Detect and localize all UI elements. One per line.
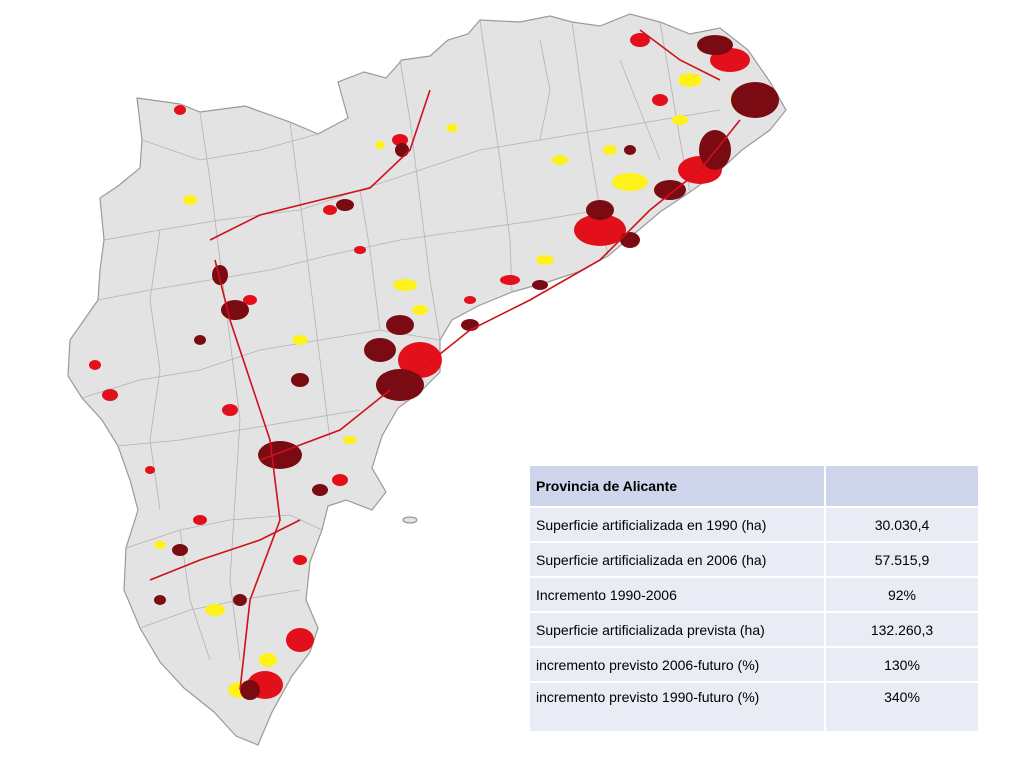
table-row: incremento previsto 1990-futuro (%) 340% — [528, 681, 980, 733]
table-title: Provincia de Alicante — [528, 464, 826, 508]
islet — [402, 516, 418, 524]
row-label: Superficie artificializada en 2006 (ha) — [528, 541, 826, 578]
row-label: Incremento 1990-2006 — [528, 576, 826, 613]
municipal-boundaries — [81, 19, 721, 661]
table-row: Superficie artificializada en 1990 (ha) … — [528, 506, 980, 543]
row-value: 130% — [824, 646, 980, 683]
road-network — [149, 29, 741, 691]
urban-1990-areas — [154, 35, 779, 700]
row-label: incremento previsto 2006-futuro (%) — [528, 646, 826, 683]
row-label: incremento previsto 1990-futuro (%) — [528, 681, 826, 733]
table-header-empty-cell — [824, 464, 980, 508]
row-label: Superficie artificializada prevista (ha) — [528, 611, 826, 648]
row-value: 57.515,9 — [824, 541, 980, 578]
table-row: Incremento 1990-2006 92% — [528, 576, 980, 613]
row-value: 30.030,4 — [824, 506, 980, 543]
table-row: incremento previsto 2006-futuro (%) 130% — [528, 646, 980, 683]
row-value: 340% — [824, 681, 980, 733]
row-value: 92% — [824, 576, 980, 613]
statistics-table: Provincia de Alicante Superficie artific… — [528, 464, 980, 733]
row-value: 132.260,3 — [824, 611, 980, 648]
table-header-row: Provincia de Alicante — [528, 464, 980, 508]
table-row: Superficie artificializada en 2006 (ha) … — [528, 541, 980, 578]
table-row: Superficie artificializada prevista (ha)… — [528, 611, 980, 648]
row-label: Superficie artificializada en 1990 (ha) — [528, 506, 826, 543]
